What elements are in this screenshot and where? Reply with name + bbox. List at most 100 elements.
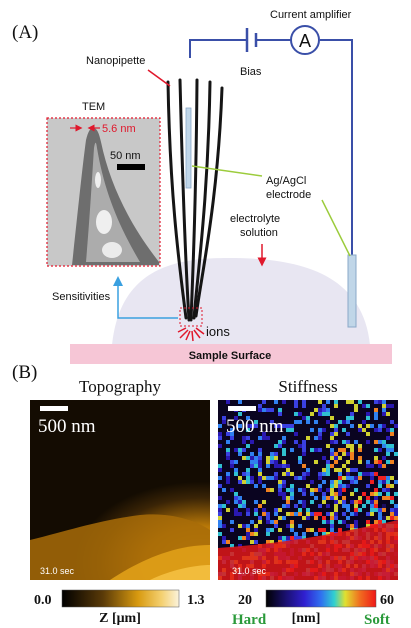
stiffness-pixel [294,440,298,444]
stiffness-pixel [262,476,266,480]
stiffness-pixel [302,504,306,508]
stiffness-pixel [286,472,290,476]
stiffness-pixel [242,524,246,528]
stiffness-pixel [258,480,262,484]
stiffness-pixel [382,444,386,448]
stiffness-pixel [266,520,270,524]
stiffness-pixel [350,424,354,428]
stiffness-pixel [342,476,346,480]
stiffness-pixel [318,400,322,404]
stiffness-pixel [330,516,334,520]
stiffness-pixel [386,496,390,500]
stiffness-pixel [310,512,314,516]
stiffness-pixel [274,508,278,512]
stiffness-pixel [238,544,242,548]
stiffness-pixel [378,520,382,524]
stiffness-pixel [342,440,346,444]
tem-scale-bar [117,164,145,170]
stiffness-pixel [342,520,346,524]
stiffness-pixel [374,496,378,500]
stiffness-pixel [218,444,222,448]
stiffness-pixel [382,516,386,520]
stiffness-pixel [358,496,362,500]
stiffness-pixel [246,508,250,512]
stiffness-pixel [226,540,230,544]
stiffness-pixel [394,508,398,512]
stiffness-pixel [346,460,350,464]
stiffness-pixel [330,528,334,532]
stiffness-pixel [306,420,310,424]
stiffness-pixel [358,448,362,452]
stiffness-pixel [326,464,330,468]
topography-colorbar-unit: Z [μm] [99,611,141,626]
electrolyte-dome [112,258,370,345]
stiffness-pixel [374,492,378,496]
stiffness-pixel [346,468,350,472]
stiffness-pixel [262,408,266,412]
stiffness-pixel [386,436,390,440]
stiffness-pixel [290,528,294,532]
stiffness-pixel [302,488,306,492]
stiffness-pixel [290,428,294,432]
stiffness-pixel [242,440,246,444]
stiffness-pixel [278,480,282,484]
stiffness-colorbar-max: 60 [380,593,394,608]
stiffness-pixel [250,424,254,428]
stiffness-pixel [314,436,318,440]
stiffness-pixel [306,512,310,516]
stiffness-pixel [302,448,306,452]
stiffness-pixel [234,496,238,500]
stiffness-pixel [334,492,338,496]
stiffness-pixel [378,492,382,496]
stiffness-pixel [306,516,310,520]
stiffness-pixel [262,400,266,404]
stiffness-pixel [258,472,262,476]
stiffness-pixel [334,504,338,508]
stiffness-pixel [290,492,294,496]
stiffness-pixel [226,432,230,436]
stiffness-pixel [302,500,306,504]
stiffness-pixel [382,412,386,416]
topography-timestamp: 31.0 sec [40,566,75,576]
stiffness-pixel [258,448,262,452]
stiffness-pixel [318,436,322,440]
stiffness-pixel [346,504,350,508]
stiffness-pixel [354,404,358,408]
stiffness-pixel [282,492,286,496]
stiffness-pixel [350,412,354,416]
stiffness-pixel [270,476,274,480]
stiffness-pixel [302,452,306,456]
stiffness-pixel [246,456,250,460]
stiffness-pixel [254,500,258,504]
stiffness-pixel [222,536,226,540]
stiffness-pixel [390,428,394,432]
stiffness-pixel [270,520,274,524]
stiffness-pixel [242,536,246,540]
stiffness-pixel [238,524,242,528]
stiffness-pixel [346,516,350,520]
stiffness-pixel [238,480,242,484]
stiffness-pixel [274,400,278,404]
stiffness-pixel [326,512,330,516]
stiffness-pixel [342,496,346,500]
stiffness-pixel [390,512,394,516]
stiffness-pixel [222,524,226,528]
stiffness-pixel [330,492,334,496]
stiffness-pixel [234,508,238,512]
stiffness-pixel [234,468,238,472]
stiffness-pixel [374,472,378,476]
stiffness-pixel [234,512,238,516]
stiffness-pixel [378,512,382,516]
stiffness-pixel [386,516,390,520]
stiffness-pixel [390,448,394,452]
stiffness-pixel [358,456,362,460]
stiffness-pixel [330,480,334,484]
stiffness-pixel [302,440,306,444]
stiffness-pixel [330,456,334,460]
stiffness-pixel [342,512,346,516]
stiffness-pixel [258,452,262,456]
stiffness-pixel [246,416,250,420]
stiffness-pixel [386,428,390,432]
stiffness-pixel [302,472,306,476]
stiffness-pixel [350,452,354,456]
